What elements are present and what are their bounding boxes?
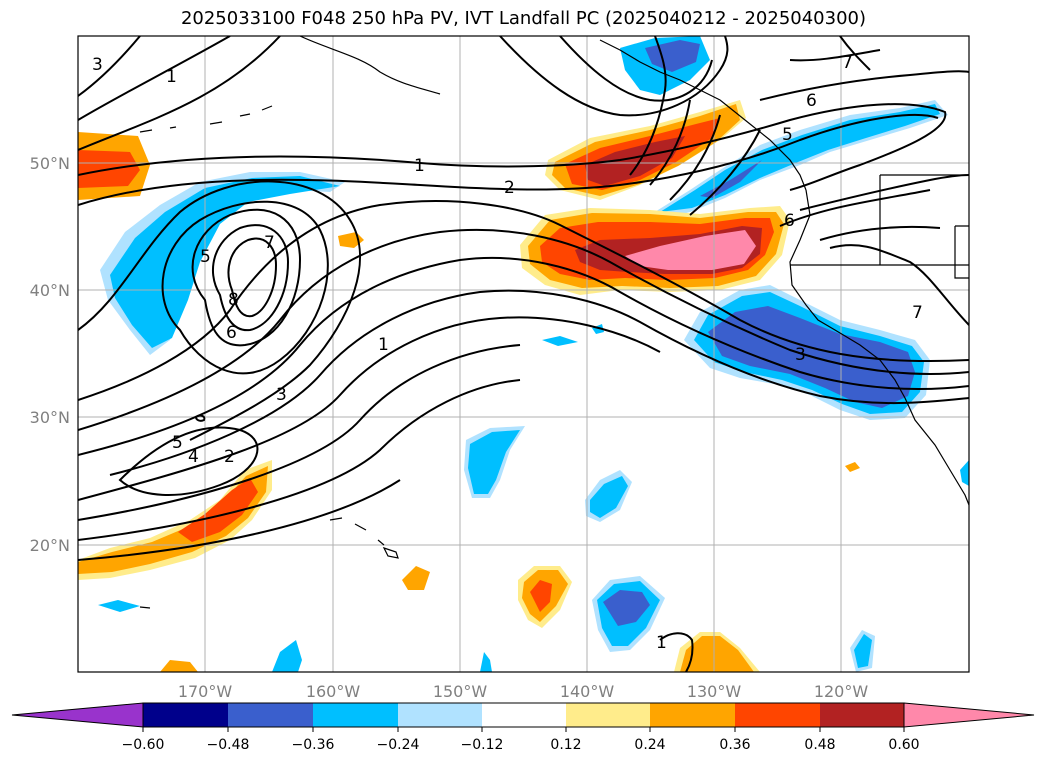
colorbar-extend-low (11, 702, 144, 728)
svg-text:5: 5 (782, 125, 793, 145)
colorbar-extend-high (903, 702, 1035, 728)
colorbar-swatch (228, 703, 313, 727)
colorbar-tick-label: 0.36 (719, 737, 750, 753)
coastlines (139, 36, 969, 609)
svg-text:7: 7 (264, 233, 275, 253)
lon-label: 170°W (178, 682, 233, 701)
svg-text:6: 6 (226, 323, 237, 343)
colorbar: −0.60 −0.48 −0.36 −0.24 −0.12 0.12 0.24 … (11, 702, 1035, 753)
svg-text:1: 1 (166, 67, 177, 87)
colorbar-tick-label: 0.12 (550, 737, 581, 753)
svg-text:1: 1 (378, 335, 389, 355)
svg-text:7: 7 (842, 53, 853, 73)
svg-text:7: 7 (912, 303, 923, 323)
svg-text:3: 3 (795, 345, 806, 365)
colorbar-swatch (313, 703, 398, 727)
latitude-axis: 50°N 40°N 30°N 20°N (30, 154, 70, 555)
contour-labels: 3 1 1 2 5 7 8 6 1 3 5 4 2 6 5 7 6 3 7 1 (92, 53, 923, 653)
colorbar-swatch (735, 703, 820, 727)
svg-text:6: 6 (784, 211, 795, 231)
lon-label: 160°W (306, 682, 361, 701)
svg-text:5: 5 (200, 247, 211, 267)
svg-text:1: 1 (414, 156, 425, 176)
svg-text:8: 8 (228, 290, 239, 310)
longitude-axis: 170°W 160°W 150°W 140°W 130°W 120°W (178, 682, 869, 701)
colorbar-tick-label: 0.60 (888, 737, 919, 753)
svg-text:6: 6 (806, 91, 817, 111)
svg-text:2: 2 (224, 447, 235, 467)
lat-label: 20°N (30, 536, 70, 555)
map-border (77, 35, 970, 673)
svg-text:5: 5 (172, 433, 183, 453)
lat-label: 50°N (30, 154, 70, 173)
svg-text:2: 2 (504, 178, 515, 198)
colorbar-swatch (143, 703, 228, 727)
lon-label: 130°W (687, 682, 742, 701)
svg-text:3: 3 (92, 55, 103, 75)
lon-label: 120°W (814, 682, 869, 701)
colorbar-swatch (482, 703, 566, 727)
colorbar-tick-label: −0.36 (292, 737, 335, 753)
colorbar-tick-label: 0.24 (634, 737, 665, 753)
lon-label: 140°W (560, 682, 615, 701)
map-title: 2025033100 F048 250 hPa PV, IVT Landfall… (180, 8, 867, 29)
lon-label: 150°W (433, 682, 488, 701)
colorbar-swatch (820, 703, 904, 727)
svg-text:4: 4 (188, 447, 199, 467)
colorbar-swatch (566, 703, 650, 727)
colorbar-tick-label: 0.48 (804, 737, 835, 753)
colorbar-tick-label: −0.60 (122, 737, 165, 753)
colorbar-tick-label: −0.48 (207, 737, 250, 753)
svg-text:1: 1 (656, 633, 667, 653)
colorbar-tick-label: −0.24 (377, 737, 420, 753)
pv-contours (78, 36, 969, 672)
lat-label: 30°N (30, 408, 70, 427)
colorbar-swatch (398, 703, 482, 727)
colorbar-swatch (650, 703, 735, 727)
lat-label: 40°N (30, 281, 70, 300)
svg-text:3: 3 (276, 385, 287, 405)
colorbar-tick-label: −0.12 (461, 737, 504, 753)
